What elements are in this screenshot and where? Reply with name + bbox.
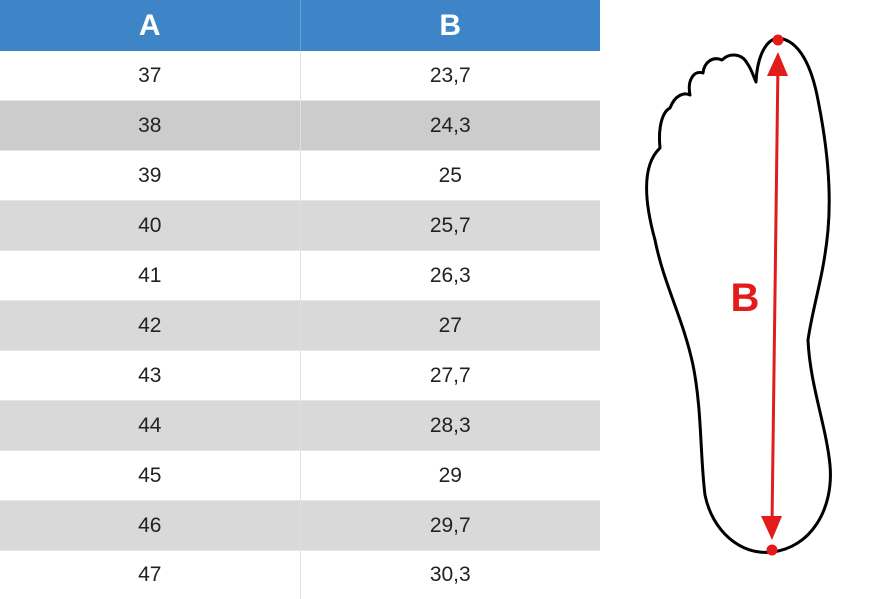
foot-outline xyxy=(645,36,832,554)
table-header-row: A B xyxy=(0,0,600,51)
length-b-cell: 23,7 xyxy=(299,51,600,101)
size-a-cell: 37 xyxy=(0,51,300,101)
size-a-cell: 43 xyxy=(0,350,300,401)
toe-tip-dot xyxy=(772,34,784,46)
column-header-b: B xyxy=(299,0,600,51)
length-b-cell: 26,3 xyxy=(299,250,600,301)
size-a-cell: 45 xyxy=(0,450,300,501)
size-a-cell: 40 xyxy=(0,200,300,251)
arrow-up-icon xyxy=(767,52,788,76)
length-b-cell: 25 xyxy=(299,150,600,201)
size-a-cell: 42 xyxy=(0,300,300,351)
size-table: A B 37 23,7 38 24,3 39 25 40 25,7 41 26,… xyxy=(0,0,600,599)
table-row: 46 29,7 xyxy=(0,500,600,551)
table-row: 38 24,3 xyxy=(0,100,600,151)
table-row: 40 25,7 xyxy=(0,200,600,251)
heel-dot xyxy=(766,544,778,556)
length-measure-line xyxy=(770,61,780,526)
length-b-cell: 30,3 xyxy=(299,550,600,599)
table-row: 41 26,3 xyxy=(0,250,600,301)
table-row: 44 28,3 xyxy=(0,400,600,451)
length-b-cell: 24,3 xyxy=(299,100,600,151)
length-b-cell: 27,7 xyxy=(299,350,600,401)
length-b-cell: 25,7 xyxy=(299,200,600,251)
arrow-down-icon xyxy=(761,516,782,540)
table-row: 37 23,7 xyxy=(0,51,600,101)
length-b-cell: 28,3 xyxy=(299,400,600,451)
size-a-cell: 38 xyxy=(0,100,300,151)
table-row: 47 30,3 xyxy=(0,550,600,599)
table-row: 45 29 xyxy=(0,450,600,501)
length-b-cell: 27 xyxy=(299,300,600,351)
table-row: 39 25 xyxy=(0,150,600,201)
table-row: 42 27 xyxy=(0,300,600,351)
length-b-cell: 29 xyxy=(299,450,600,501)
column-header-a: A xyxy=(0,0,300,51)
foot-length-diagram: B xyxy=(645,34,832,556)
size-a-cell: 46 xyxy=(0,500,300,551)
measurement-label: B xyxy=(731,276,760,320)
size-a-cell: 41 xyxy=(0,250,300,301)
length-b-cell: 29,7 xyxy=(299,500,600,551)
size-a-cell: 47 xyxy=(0,550,300,599)
table-row: 43 27,7 xyxy=(0,350,600,401)
size-a-cell: 44 xyxy=(0,400,300,451)
size-a-cell: 39 xyxy=(0,150,300,201)
